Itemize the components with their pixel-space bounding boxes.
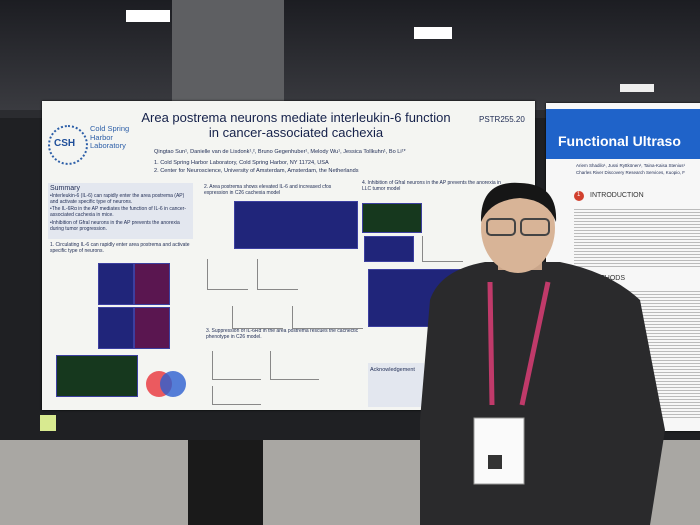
table-leg (188, 440, 263, 525)
section-heading: 1. Circulating IL-6 can rapidly enter ar… (50, 242, 190, 254)
cup (40, 415, 56, 431)
poster-title: Area postrema neurons mediate interleuki… (141, 110, 451, 140)
plot (212, 386, 261, 405)
neighbor-header (546, 109, 700, 159)
plot (292, 306, 363, 329)
plot (422, 236, 463, 262)
affiliation: 2. Center for Neuroscience, University o… (154, 168, 359, 174)
glasses (520, 218, 550, 236)
ceiling-light (414, 27, 452, 39)
ceiling-light (620, 84, 654, 92)
summary-point: •Inhibition of Gfral neurons in the AP p… (50, 220, 180, 232)
logo-mark (48, 125, 88, 165)
neighbor-title: Functional Ultraso (558, 133, 681, 149)
poster-id: PSTR255.20 (479, 115, 525, 124)
acknowledgement-box (368, 363, 424, 407)
plot (232, 306, 283, 329)
face (481, 183, 555, 273)
lanyard (487, 281, 551, 406)
acknowledgement: Acknowledgement (370, 367, 415, 373)
image-panel (364, 236, 414, 262)
neighbor-affiliation: Charles River Discovery Research Service… (576, 170, 686, 175)
section-badge (574, 191, 584, 201)
section-heading: 2. Area postrema shows elevated IL-6 and… (204, 184, 332, 196)
section-number: 1 (577, 192, 581, 198)
plot (270, 351, 319, 380)
plot (212, 351, 261, 380)
plot (207, 259, 248, 290)
summary-heading: Summary (50, 185, 80, 192)
affiliation: 1. Cold Spring Harbor Laboratory, Cold S… (154, 160, 329, 166)
pillar (172, 0, 284, 110)
neighbor-authors: Ariem Shadilo¹, Jussi Ryttkönen¹, Taina-… (576, 163, 685, 168)
plot (257, 259, 298, 290)
hair (480, 182, 557, 222)
image-panel (134, 263, 170, 305)
ceiling (0, 0, 700, 110)
image-panel (134, 307, 170, 349)
section-heading: 3. Suppression of IL-6Rα in the area pos… (206, 328, 359, 340)
summary-box (48, 183, 193, 239)
badge-qr (488, 455, 502, 469)
glasses (486, 218, 516, 236)
image-panel (98, 307, 134, 349)
section-heading: INTRODUCTION (590, 192, 644, 199)
summary-point: •The IL-6Rα in the AP mediates the funct… (50, 206, 187, 218)
image-panel (98, 263, 134, 305)
ceiling-light (126, 10, 170, 22)
section-heading: 4. Inhibition of Gfral neurons in the AP… (362, 180, 501, 192)
image-panel (362, 203, 422, 233)
badge (473, 417, 525, 485)
logo-name: Cold Spring Harbor Laboratory (90, 124, 130, 151)
venn-diagram (160, 371, 186, 397)
text-block (574, 207, 700, 269)
logo-mark-text: CSH (54, 138, 76, 149)
summary-point: •Interleukin-6 (IL-6) can rapidly enter … (50, 193, 185, 205)
image-panel (56, 355, 138, 397)
authors: Qingtao Sun¹, Danielle van de Lisdonk¹,²… (154, 149, 406, 155)
image-panel (234, 201, 358, 249)
